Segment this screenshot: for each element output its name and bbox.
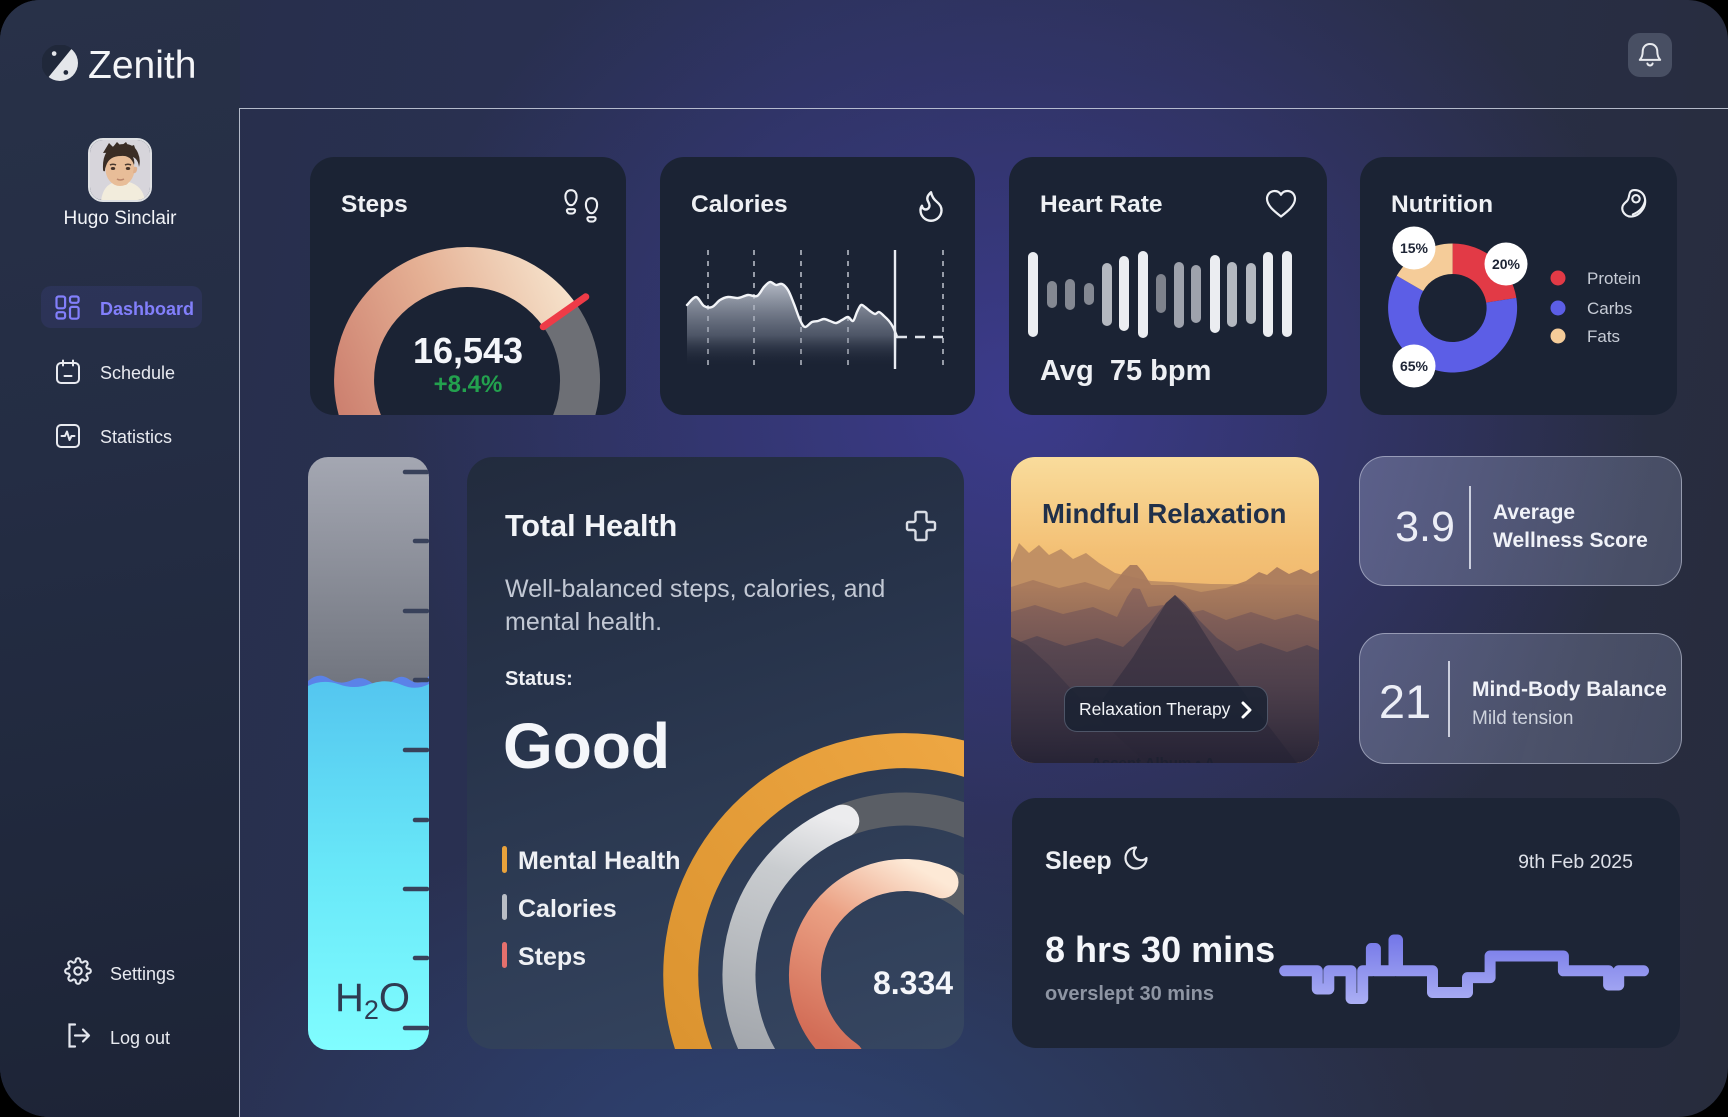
svg-text:+8.4%: +8.4%: [434, 371, 503, 398]
svg-text:16,543: 16,543: [413, 330, 523, 371]
svg-text:Fats: Fats: [1587, 327, 1620, 346]
svg-text:Ascent Album • A: Ascent Album • A: [1091, 755, 1215, 763]
svg-text:15%: 15%: [1400, 240, 1429, 256]
svg-text:Protein: Protein: [1587, 269, 1641, 288]
svg-text:20%: 20%: [1492, 256, 1521, 272]
svg-text:65%: 65%: [1400, 358, 1429, 374]
svg-text:Carbs: Carbs: [1587, 299, 1632, 318]
